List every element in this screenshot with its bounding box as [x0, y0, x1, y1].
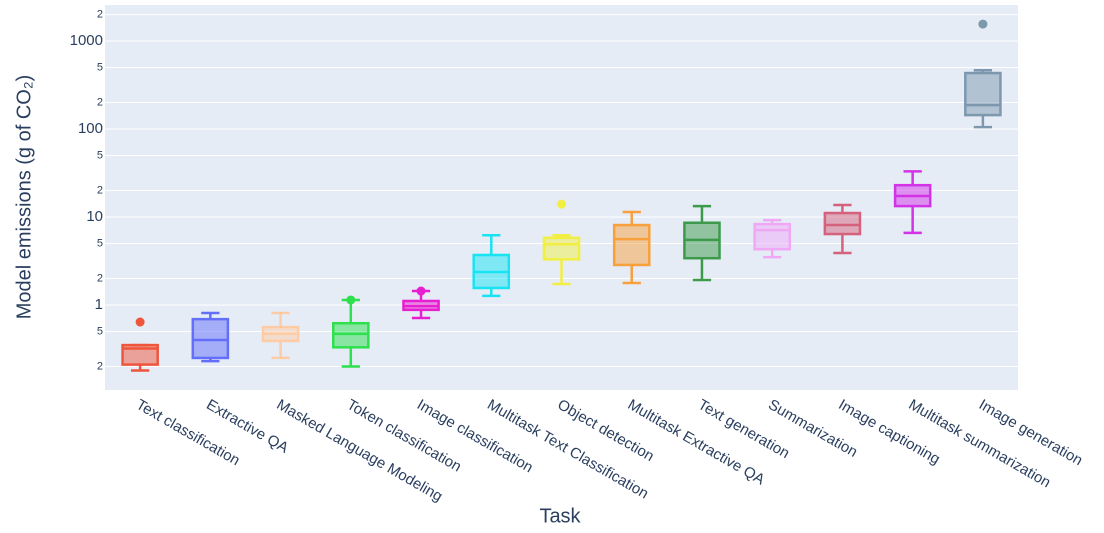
x-tick-label: Image classification: [414, 396, 536, 476]
x-tick-label: Token classification: [344, 396, 464, 475]
y-tick-label: 2: [97, 360, 103, 372]
outlier: [135, 317, 145, 327]
y-tick-label: 5: [97, 149, 103, 161]
box: [542, 236, 581, 261]
box: [332, 321, 370, 349]
y-tick-label: 10: [86, 208, 103, 225]
plot-area: [105, 5, 1018, 390]
box: [753, 222, 792, 251]
y-tick-label: 2: [97, 96, 103, 108]
box: [964, 71, 1002, 117]
y-tick-label: 100: [78, 120, 103, 137]
y-tick-label: 5: [97, 325, 103, 337]
y-tick-label: 1: [95, 296, 103, 313]
y-axis-title: Model emissions (g of CO₂): [13, 75, 35, 320]
y-tick-label: 5: [97, 61, 103, 73]
y-tick-label: 2: [97, 8, 103, 20]
box: [191, 317, 230, 360]
x-axis-title: Task: [539, 505, 581, 527]
y-tick-label: 5: [97, 237, 103, 249]
outlier: [978, 19, 988, 29]
box: [121, 343, 159, 366]
y-tick-label: 1000: [70, 32, 103, 49]
outlier: [346, 295, 356, 305]
outlier: [557, 199, 566, 209]
y-tick-label: 2: [97, 184, 103, 196]
outlier: [416, 286, 426, 296]
y-tick-label: 2: [97, 272, 103, 284]
box: [823, 211, 862, 236]
box: [612, 223, 651, 267]
